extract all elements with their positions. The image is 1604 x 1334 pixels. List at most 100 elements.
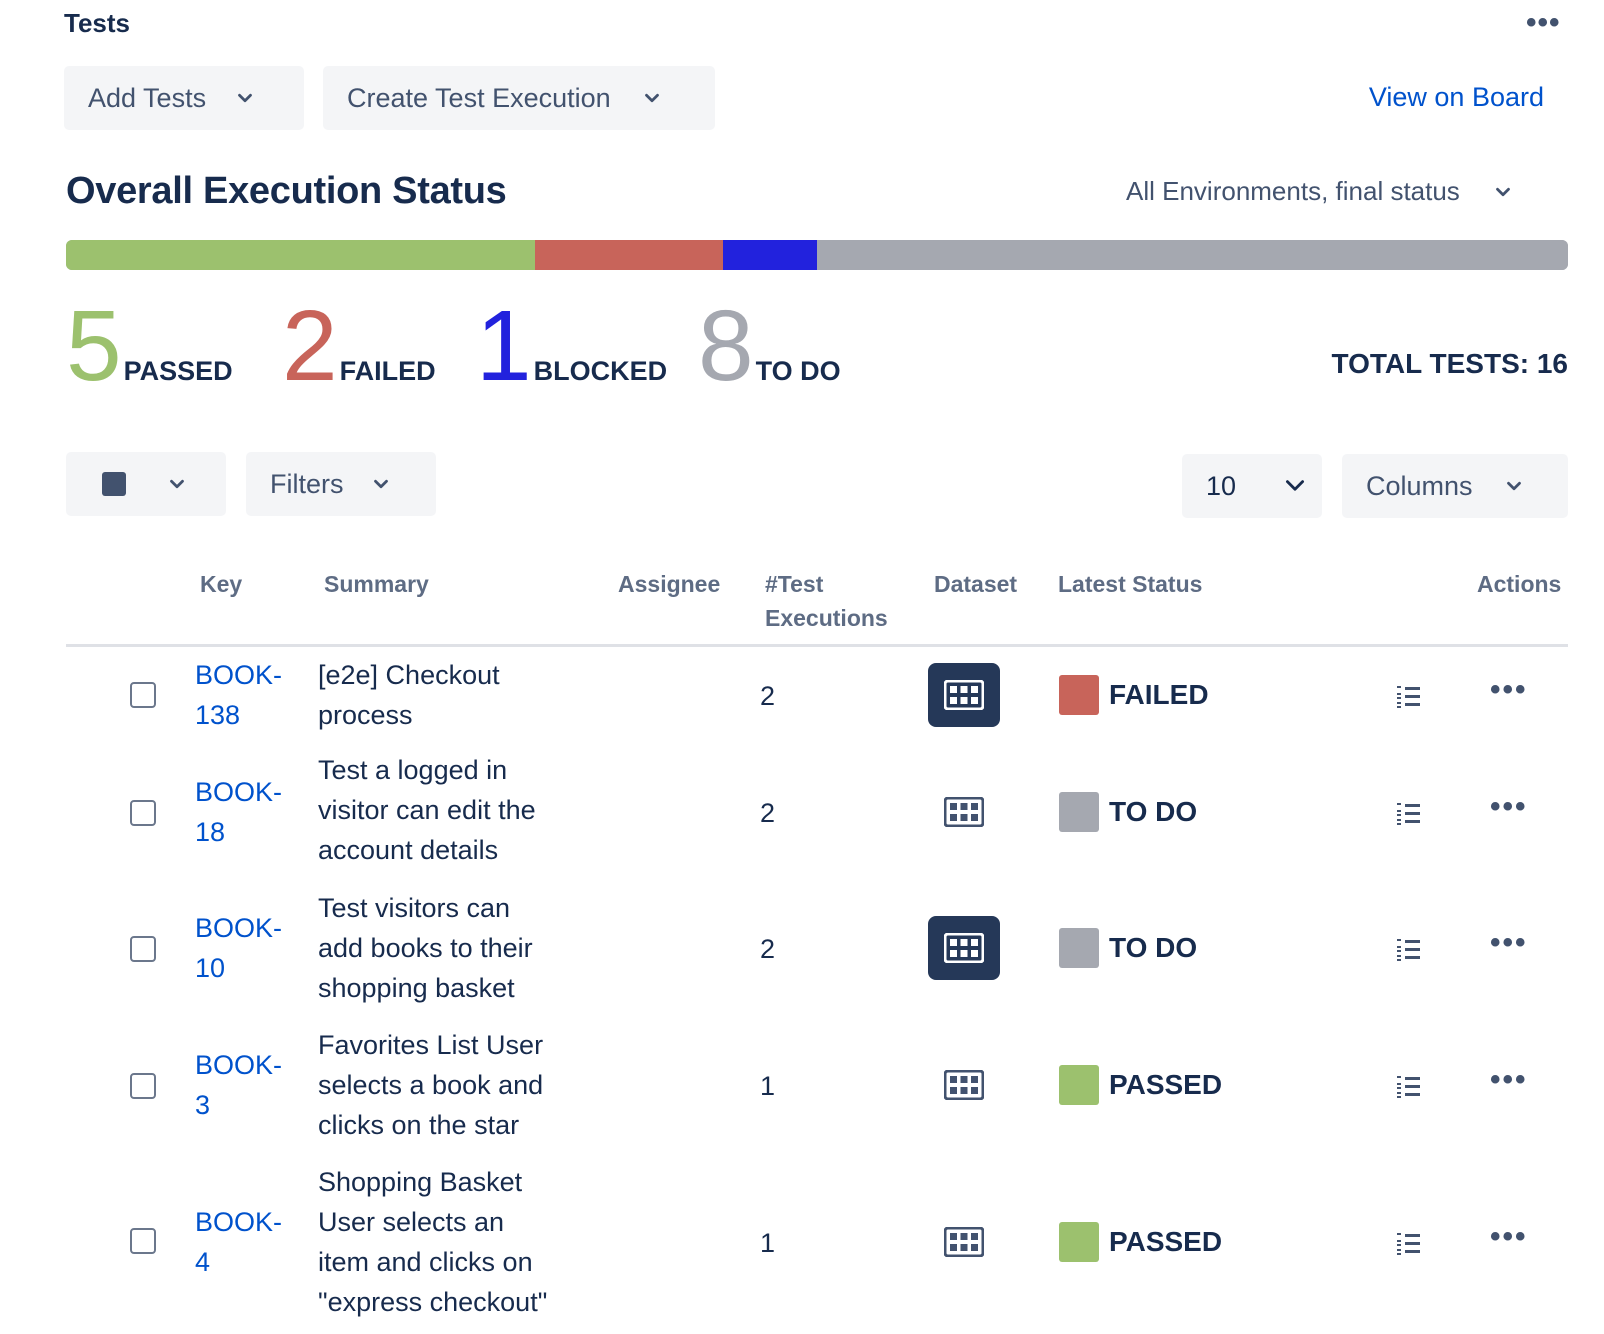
row-executions: 2: [760, 798, 776, 828]
progress-segment-to-do: [817, 240, 1568, 270]
overall-status-title: Overall Execution Status: [66, 170, 507, 212]
bulk-select-button[interactable]: [66, 452, 226, 516]
chevron-down-icon: [170, 479, 184, 489]
row-key-link[interactable]: BOOK- 10: [195, 908, 282, 988]
row-key-line2: 138: [195, 700, 241, 730]
list-icon[interactable]: [1396, 801, 1422, 827]
status-swatch: [1059, 1065, 1099, 1105]
row-summary-line: Shopping Basket: [318, 1167, 523, 1197]
row-summary-line: process: [318, 700, 413, 730]
row-summary-line: visitor can edit the: [318, 795, 536, 825]
column-header-actions: Actions: [1477, 571, 1562, 597]
stat-todo: 8 TO DO: [698, 296, 841, 396]
grid-icon: [944, 797, 984, 827]
list-icon[interactable]: [1396, 1231, 1422, 1257]
row-key-line1: BOOK-: [195, 913, 283, 943]
progress-segment-passed: [66, 240, 536, 270]
column-header-summary[interactable]: Summary: [324, 571, 429, 597]
columns-label: Columns: [1366, 470, 1473, 501]
row-summary-line: account details: [318, 835, 499, 865]
row-key-line2: 4: [195, 1247, 211, 1277]
grid-icon: [944, 680, 984, 710]
create-test-execution-button[interactable]: Create Test Execution: [323, 66, 715, 130]
row-key-link[interactable]: BOOK- 4: [195, 1202, 282, 1282]
column-header-dataset[interactable]: Dataset: [934, 571, 1018, 597]
columns-button[interactable]: Columns: [1342, 454, 1568, 518]
row-dataset-button[interactable]: [928, 1053, 1000, 1117]
row-summary-line: Test a logged in: [318, 755, 508, 785]
row-summary: [e2e] Checkout process: [318, 655, 500, 735]
table-row: BOOK- 138 [e2e] Checkout process 2 FAILE…: [0, 655, 1604, 755]
stat-failed-count: 2: [282, 290, 338, 402]
more-icon[interactable]: •••: [1490, 1220, 1528, 1253]
more-options-icon[interactable]: •••: [1526, 6, 1561, 39]
more-icon[interactable]: •••: [1490, 790, 1528, 823]
row-key-line2: 18: [195, 817, 226, 847]
status-label: PASSED: [1109, 1069, 1223, 1100]
row-key-link[interactable]: BOOK- 18: [195, 772, 282, 852]
row-summary-line: shopping basket: [318, 973, 515, 1003]
row-status: PASSED: [1059, 1222, 1222, 1262]
row-dataset-button[interactable]: [928, 663, 1000, 727]
column-header-latest-status[interactable]: Latest Status: [1058, 571, 1203, 597]
row-key-line1: BOOK-: [195, 777, 283, 807]
column-header-assignee[interactable]: Assignee: [618, 571, 721, 597]
row-executions: 2: [760, 934, 776, 964]
page-size-value: 10: [1206, 470, 1237, 501]
more-icon[interactable]: •••: [1490, 1063, 1528, 1096]
row-dataset-button[interactable]: [928, 1210, 1000, 1274]
stat-todo-label: TO DO: [755, 356, 841, 386]
status-swatch: [1059, 1222, 1099, 1262]
row-checkbox[interactable]: [130, 1228, 156, 1254]
row-key-line2: 3: [195, 1090, 211, 1120]
column-header-executions-line2: Executions: [765, 605, 888, 631]
more-icon[interactable]: •••: [1490, 673, 1528, 706]
chevron-down-icon: [1286, 480, 1305, 491]
row-summary: Test a logged in visitor can edit the ac…: [318, 750, 536, 870]
section-title: Tests: [64, 8, 130, 38]
row-key-line1: BOOK-: [195, 1050, 283, 1080]
row-dataset-button[interactable]: [928, 916, 1000, 980]
row-status: TO DO: [1059, 792, 1197, 832]
table-row: BOOK- 3 Favorites List User selects a bo…: [0, 1025, 1604, 1155]
status-label: TO DO: [1109, 796, 1198, 827]
row-key-link[interactable]: BOOK- 3: [195, 1045, 282, 1125]
row-summary-line: Favorites List User: [318, 1030, 544, 1060]
column-header-executions-line1: #Test: [765, 571, 824, 597]
row-checkbox[interactable]: [130, 682, 156, 708]
more-icon[interactable]: •••: [1490, 926, 1528, 959]
row-checkbox[interactable]: [130, 1073, 156, 1099]
stat-blocked: 1 BLOCKED: [476, 296, 667, 396]
stat-failed: 2 FAILED: [282, 296, 436, 396]
progress-segment-blocked: [723, 240, 817, 270]
row-dataset-button[interactable]: [928, 780, 1000, 844]
row-key-line2: 10: [195, 953, 226, 983]
row-key-link[interactable]: BOOK- 138: [195, 655, 282, 735]
square-icon: [102, 472, 126, 496]
stat-passed-label: PASSED: [123, 356, 233, 386]
add-tests-button[interactable]: Add Tests: [64, 66, 304, 130]
row-summary-line: add books to their: [318, 933, 533, 963]
filters-button[interactable]: Filters: [246, 452, 436, 516]
chevron-down-icon: [373, 479, 388, 489]
table-row: BOOK- 4 Shopping Basket User selects an …: [0, 1162, 1604, 1332]
row-status: FAILED: [1059, 675, 1209, 715]
page-size-select[interactable]: 10: [1182, 454, 1322, 518]
chevron-down-icon: [644, 93, 659, 103]
row-summary-line: selects a book and: [318, 1070, 544, 1100]
list-icon[interactable]: [1396, 1074, 1422, 1100]
column-header-executions[interactable]: #Test Executions: [765, 567, 888, 635]
row-checkbox[interactable]: [130, 800, 156, 826]
list-icon[interactable]: [1396, 684, 1422, 710]
row-checkbox[interactable]: [130, 936, 156, 962]
row-summary-line: [e2e] Checkout: [318, 660, 500, 690]
environment-select[interactable]: All Environments, final status: [1126, 176, 1514, 207]
row-status: TO DO: [1059, 928, 1197, 968]
column-header-key[interactable]: Key: [200, 571, 243, 597]
view-on-board-link[interactable]: View on Board: [1368, 82, 1544, 112]
create-test-execution-label: Create Test Execution: [347, 82, 611, 113]
list-icon[interactable]: [1396, 937, 1422, 963]
table-row: BOOK- 10 Test visitors can add books to …: [0, 888, 1604, 1018]
chevron-down-icon: [1506, 481, 1521, 491]
chevron-down-icon: [238, 93, 252, 103]
